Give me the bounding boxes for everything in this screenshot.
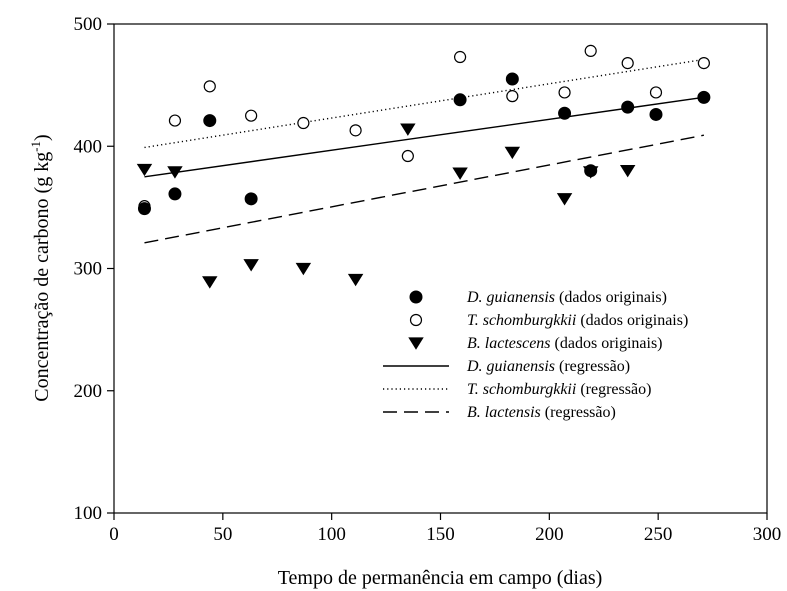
legend-series-suffix: (regressão)	[576, 381, 651, 398]
y-tick-label: 100	[74, 503, 103, 524]
data-point	[697, 57, 710, 70]
data-point	[349, 124, 362, 137]
data-point	[697, 90, 711, 104]
legend-label: T. schomburgkkii (dados originais)	[467, 312, 688, 329]
data-point	[453, 50, 467, 64]
data-point	[621, 57, 634, 70]
y-tick-label: 200	[74, 381, 103, 402]
x-tick-label: 0	[109, 524, 119, 545]
data-point	[295, 262, 312, 276]
legend-label: D. guianensis (regressão)	[466, 358, 630, 375]
data-point	[619, 165, 636, 178]
data-point	[168, 187, 182, 201]
data-point	[167, 166, 183, 179]
legend-label: T. schomburgkkii (regressão)	[467, 381, 651, 398]
y-tick-label: 400	[74, 136, 103, 157]
y-axis-title: Concentração de carbono (g kg-1)	[28, 134, 53, 401]
data-point	[584, 44, 597, 57]
regression-line	[144, 96, 704, 178]
legend-marker	[408, 337, 424, 350]
y-tick-label: 500	[74, 14, 103, 35]
data-point	[136, 163, 153, 177]
data-point	[504, 146, 521, 160]
y-axis: 100 200 300 400 500	[74, 14, 114, 524]
y-tick-label: 300	[74, 259, 103, 280]
data-point	[558, 86, 571, 99]
y-axis-title-superscript: -1	[28, 141, 43, 152]
legend: D. guianensis (dados originais)T. schomb…	[383, 289, 688, 421]
data-point	[453, 93, 467, 107]
data-point	[556, 193, 573, 206]
y-axis-title-main: Concentração de carbono (g kg	[31, 152, 53, 402]
regression-lines	[144, 58, 705, 244]
x-axis-title: Tempo de permanência em campo (dias)	[278, 567, 603, 589]
legend-series-name: B. lactescens	[467, 335, 551, 352]
x-axis: 0 50 100 150 200 250 300	[109, 513, 781, 545]
legend-label: B. lactescens (dados originais)	[467, 335, 663, 352]
legend-marker	[409, 313, 423, 327]
data-point	[621, 100, 635, 114]
data-point	[649, 86, 663, 99]
legend-marker	[409, 290, 423, 304]
data-point	[452, 167, 468, 180]
legend-series-name: T. schomburgkkii	[467, 312, 576, 329]
x-tick-label: 250	[644, 524, 673, 545]
x-tick-label: 300	[753, 524, 782, 545]
plot-frame	[113, 23, 768, 514]
legend-series-suffix: (dados originais)	[555, 289, 667, 306]
legend-label: D. guianensis (dados originais)	[466, 289, 667, 306]
x-tick-label: 50	[213, 524, 232, 545]
data-point	[137, 202, 151, 216]
data-point	[505, 72, 519, 86]
data-point	[347, 273, 364, 287]
legend-series-name: D. guianensis	[466, 358, 555, 375]
data-point	[584, 164, 598, 178]
data-point	[202, 276, 218, 289]
legend-series-suffix: (dados originais)	[576, 312, 688, 329]
data-points	[136, 44, 711, 289]
data-point	[168, 114, 182, 127]
data-point	[558, 106, 572, 120]
data-point	[649, 107, 663, 121]
legend-series-name: B. lactensis	[467, 404, 541, 421]
legend-series-name: D. guianensis	[466, 289, 555, 306]
data-point	[297, 116, 310, 130]
legend-series-suffix: (dados originais)	[551, 335, 663, 352]
y-axis-title-close: )	[31, 134, 53, 141]
data-point	[243, 259, 259, 272]
data-point	[244, 192, 258, 206]
data-point	[400, 123, 416, 136]
x-tick-label: 100	[317, 524, 346, 545]
legend-series-name: T. schomburgkkii	[467, 381, 576, 398]
data-point	[506, 90, 519, 103]
data-point	[203, 80, 216, 93]
regression-line	[144, 134, 705, 244]
regression-line	[144, 58, 704, 149]
x-tick-label: 200	[535, 524, 564, 545]
data-point	[401, 149, 414, 163]
data-point	[245, 109, 258, 122]
legend-series-suffix: (regressão)	[555, 358, 630, 375]
legend-series-suffix: (regressão)	[541, 404, 616, 421]
x-tick-label: 150	[426, 524, 455, 545]
legend-label: B. lactensis (regressão)	[467, 404, 616, 421]
data-point	[203, 114, 217, 128]
